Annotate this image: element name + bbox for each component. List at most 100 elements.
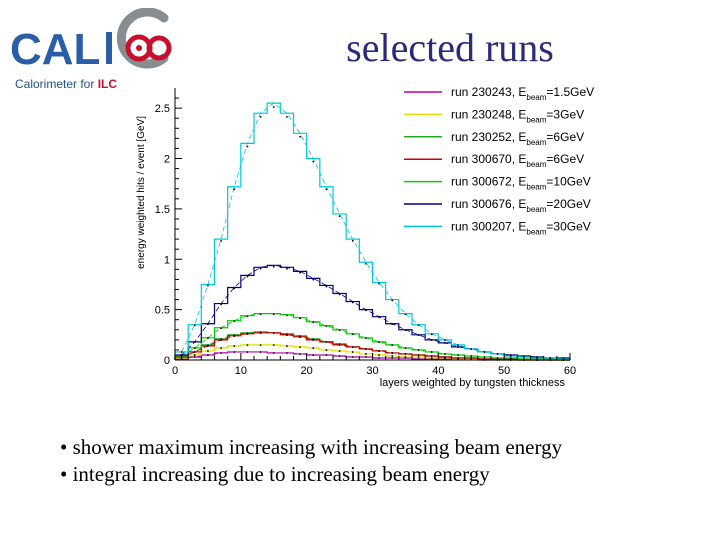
series-6-point — [430, 333, 433, 336]
series-1-point — [299, 346, 301, 349]
series-4-fit — [181, 313, 564, 361]
x-tick-label: 0 — [172, 365, 178, 377]
series-5-point — [246, 275, 249, 278]
series-4-point — [430, 351, 433, 353]
series-1-point — [259, 344, 262, 347]
series-0-point — [193, 356, 196, 358]
series-3-point — [299, 336, 301, 339]
series-3-point — [430, 355, 433, 357]
series-6-point — [457, 344, 459, 347]
y-tick-label: 0 — [164, 355, 170, 367]
series-1-point — [351, 351, 354, 353]
series-3-point — [246, 333, 249, 336]
series-3-point — [312, 339, 315, 342]
bullet-list: • shower maximum increasing with increas… — [60, 434, 710, 488]
series-0-point — [286, 352, 288, 354]
series-5-point — [378, 316, 380, 319]
series-5-point — [325, 285, 328, 288]
series-0-point — [365, 356, 367, 358]
series-5-point — [404, 329, 407, 332]
series-0-point — [246, 351, 249, 353]
series-3-point — [483, 358, 486, 360]
series-4-point — [365, 337, 367, 340]
series-4-point — [312, 321, 315, 324]
svg-text:CAL: CAL — [10, 25, 100, 74]
series-6-point — [299, 135, 301, 138]
series-3-fit — [181, 332, 564, 361]
series-5-point — [338, 293, 341, 296]
legend-label: run 300676, Ebeam=20GeV — [451, 197, 591, 214]
series-1-point — [286, 345, 288, 348]
series-5-point — [391, 323, 394, 326]
y-axis-label: energy weighted hits / event [GeV] — [136, 116, 147, 269]
series-6-point — [259, 115, 262, 118]
series-4-point — [509, 357, 512, 359]
series-5-point — [207, 323, 209, 326]
series-4-point — [207, 337, 209, 340]
axes: 0 10 20 30 40 50 60 0 0.5 1 1.5 2 2.5 — [155, 88, 576, 377]
legend-label: run 230243, Ebeam=1.5GeV — [451, 85, 594, 102]
series-0-fit — [181, 351, 564, 361]
series-0-point — [391, 357, 394, 359]
series-3-point — [259, 332, 262, 335]
x-tick-label: 30 — [366, 365, 378, 377]
legend-label: run 300207, Ebeam=30GeV — [451, 219, 591, 236]
y-tick-label: 1 — [164, 254, 170, 266]
series-6-point — [325, 188, 328, 191]
series-0-point — [259, 351, 262, 353]
legend-entry: run 300670, Ebeam=6GeV — [404, 152, 584, 169]
series-6-point — [378, 282, 380, 285]
series-1-point — [220, 347, 222, 349]
series-5-point — [193, 341, 196, 344]
y-tick-label: 2 — [164, 154, 170, 166]
series-4-point — [233, 320, 236, 323]
series-5-point — [365, 309, 367, 312]
series-4 — [174, 313, 570, 361]
legend: run 230243, Ebeam=1.5GeV run 230248, Ebea… — [404, 85, 594, 236]
series-1-point — [193, 354, 196, 356]
series-3-point — [233, 335, 236, 338]
series-5-point — [417, 334, 420, 337]
series-1-point — [272, 344, 275, 347]
series-5-point — [233, 287, 236, 290]
x-tick-label: 40 — [432, 365, 444, 377]
series-1-point — [417, 356, 420, 358]
series-6-point — [351, 240, 354, 242]
series-3-point — [404, 353, 407, 355]
series-3-point — [351, 346, 354, 349]
series-6-point — [220, 240, 222, 242]
series-3-point — [220, 339, 222, 342]
series-5-point — [299, 271, 301, 274]
series-0-point — [220, 352, 222, 354]
series-6-point — [562, 358, 565, 360]
series-4-point — [259, 313, 262, 316]
series-3-point — [325, 341, 328, 344]
series-6-point — [549, 357, 552, 359]
series-4-point — [404, 347, 407, 349]
legend-label: run 300670, Ebeam=6GeV — [451, 152, 584, 169]
series-1-point — [404, 356, 407, 358]
series-4-point — [417, 349, 420, 351]
series-4-point — [378, 341, 380, 344]
series-5-point — [220, 303, 222, 306]
series-6-point — [417, 324, 420, 327]
series-1-point — [233, 345, 236, 348]
series-6-point — [246, 145, 249, 148]
logo-subtitle: Calorimeter for ILC — [15, 77, 118, 91]
legend-entry: run 300672, Ebeam=10GeV — [404, 175, 591, 192]
series-4-point — [457, 354, 459, 356]
series-4-point — [299, 317, 301, 320]
page-title: selected runs — [346, 25, 554, 70]
series-4-point — [470, 355, 473, 357]
x-tick-label: 20 — [301, 365, 313, 377]
legend-label: run 230248, Ebeam=3GeV — [451, 107, 584, 124]
series-0-point — [233, 351, 236, 353]
series-1-point — [325, 349, 328, 351]
series-4-point — [338, 329, 341, 332]
series-3-point — [378, 350, 380, 352]
series-1-point — [312, 347, 315, 349]
series-5-point — [180, 354, 183, 356]
series-4-point — [483, 356, 486, 358]
legend-label: run 230252, Ebeam=6GeV — [451, 130, 584, 147]
series-6-point — [193, 324, 196, 327]
